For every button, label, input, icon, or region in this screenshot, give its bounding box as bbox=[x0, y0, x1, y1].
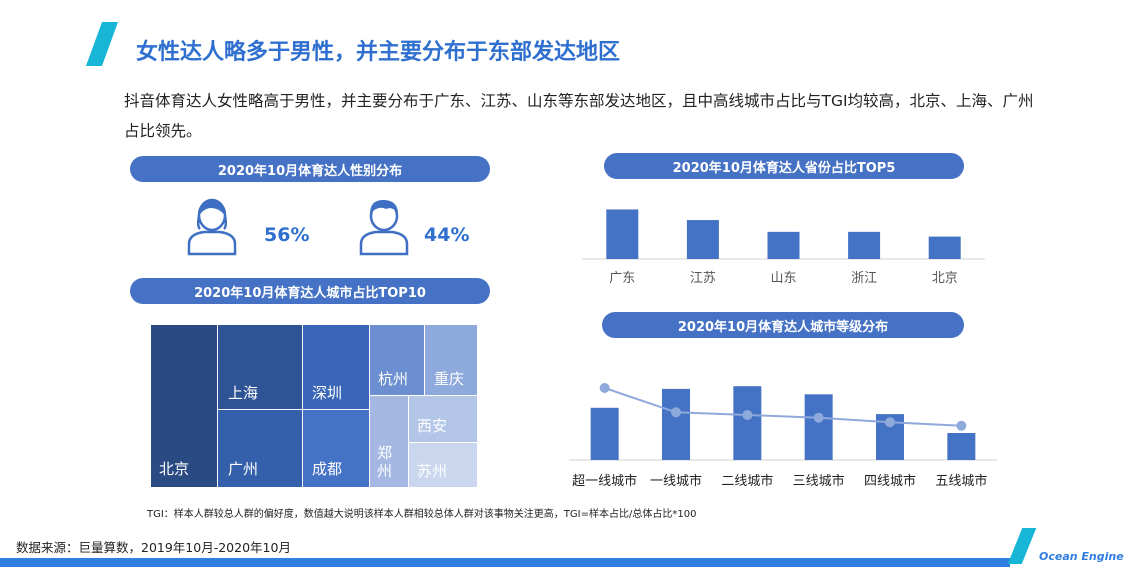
tier-tick-label: 三线城市 bbox=[793, 473, 845, 489]
province-bar bbox=[606, 209, 639, 259]
province-tick-label: 北京 bbox=[932, 271, 958, 286]
treemap-label-beijing: 北京 bbox=[159, 460, 190, 478]
province-bar bbox=[686, 220, 719, 259]
treemap-cell-suzhou: 苏州 bbox=[409, 443, 477, 487]
treemap-cell-hangzhou: 杭州 bbox=[370, 325, 424, 395]
province-tick-label: 江苏 bbox=[690, 270, 716, 286]
province-chart-title: 2020年10月体育达人省份占比TOP5 bbox=[604, 153, 964, 179]
tier-tick-label: 四线城市 bbox=[864, 473, 916, 489]
page-title: 女性达人略多于男性，并主要分布于东部发达地区 bbox=[136, 40, 621, 65]
tier-tgi-point bbox=[599, 383, 610, 393]
treemap-label-shanghai: 上海 bbox=[228, 384, 259, 402]
treemap-cell-chongqing: 重庆 bbox=[425, 325, 477, 395]
treemap-cell-shanghai: 上海 bbox=[218, 325, 302, 409]
tier-tgi-line bbox=[604, 387, 962, 427]
treemap-cell-guangzhou: 广州 bbox=[218, 410, 302, 487]
treemap-cell-shenzhen: 深圳 bbox=[303, 325, 369, 409]
tier-tgi-point bbox=[813, 412, 824, 423]
tier-tick-label: 二线城市 bbox=[721, 473, 773, 489]
treemap-cell-xian: 西安 bbox=[409, 396, 477, 442]
treemap-label-chongqing: 重庆 bbox=[434, 370, 465, 388]
brand-logo-icon bbox=[1007, 528, 1037, 564]
male-percentage: 44% bbox=[424, 224, 470, 246]
tier-bar bbox=[947, 433, 976, 460]
tier-bar bbox=[804, 394, 833, 460]
treemap-cell-beijing: 北京 bbox=[151, 325, 217, 487]
male-person-icon bbox=[359, 199, 409, 256]
bottom-bar bbox=[0, 558, 1010, 567]
female-percentage: 56% bbox=[264, 224, 310, 246]
province-bar bbox=[767, 231, 800, 259]
province-bar bbox=[928, 236, 961, 259]
tier-chart-title: 2020年10月体育达人城市等级分布 bbox=[602, 312, 964, 338]
tier-tick-label: 超一线城市 bbox=[572, 473, 637, 489]
tier-tgi-point bbox=[956, 420, 967, 431]
brand-name: Ocean Engine bbox=[1039, 550, 1124, 563]
tier-tick-label: 一线城市 bbox=[650, 473, 702, 489]
treemap-label-chengdu: 成都 bbox=[312, 460, 343, 478]
city-tier-chart: 超一线城市 一线城市 二线城市 三线城市 四线城市 五线城市 bbox=[569, 383, 997, 489]
title-accent-bar bbox=[85, 22, 119, 66]
province-bar-chart: 广东 江苏 山东 浙江 北京 bbox=[582, 209, 985, 286]
tier-bar bbox=[590, 407, 619, 460]
treemap-label-hangzhou: 杭州 bbox=[378, 370, 409, 388]
tier-bar bbox=[662, 388, 690, 460]
treemap-label-guangzhou: 广州 bbox=[228, 460, 259, 478]
data-source: 数据来源：巨量算数，2019年10月-2020年10月 bbox=[16, 540, 291, 555]
tier-tick-label: 五线城市 bbox=[935, 473, 987, 489]
city-section-title: 2020年10月体育达人城市占比TOP10 bbox=[130, 278, 490, 304]
tier-tgi-point bbox=[742, 410, 753, 420]
treemap-label-shenzhen: 深圳 bbox=[312, 384, 343, 402]
treemap-label-zhengzhou: 郑州 bbox=[377, 444, 393, 480]
tgi-footnote: TGI：样本人群较总人群的偏好度，数值越大说明该样本人群相较总体人群对该事物关注… bbox=[147, 509, 697, 520]
tier-bar bbox=[733, 386, 762, 460]
treemap-cell-chengdu: 成都 bbox=[303, 410, 369, 487]
province-bar bbox=[848, 231, 881, 259]
tier-tgi-point bbox=[885, 417, 895, 428]
province-tick-label: 广东 bbox=[609, 271, 635, 286]
treemap-label-xian: 西安 bbox=[417, 417, 448, 435]
tier-tgi-point bbox=[671, 407, 681, 418]
gender-section-title: 2020年10月体育达人性别分布 bbox=[130, 156, 490, 182]
province-tick-label: 山东 bbox=[770, 271, 796, 286]
female-person-icon bbox=[187, 198, 237, 256]
treemap-label-suzhou: 苏州 bbox=[417, 462, 448, 480]
province-tick-label: 浙江 bbox=[851, 271, 877, 286]
description: 抖音体育达人女性略高于男性，并主要分布于广东、江苏、山东等东部发达地区，且中高线… bbox=[124, 92, 1034, 140]
treemap-cell-zhengzhou: 郑州 bbox=[370, 396, 408, 487]
